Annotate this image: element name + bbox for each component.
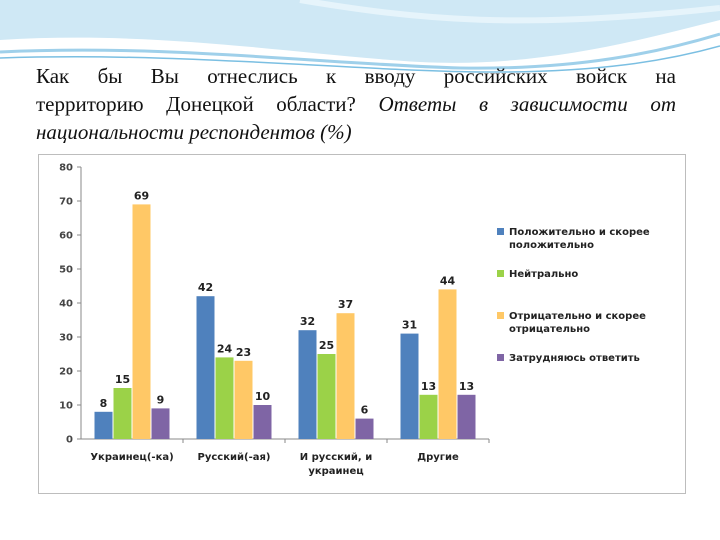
chart-frame: 0 10 20 30 40 50 60 70 80 8 15 69 9 42 24 23 10 32 25 37 6 3… xyxy=(38,154,686,494)
legend-swatch xyxy=(497,354,504,361)
y-tick-label: 70 xyxy=(59,197,73,208)
bar xyxy=(400,333,419,439)
legend-swatch xyxy=(497,228,504,235)
y-tick-label: 50 xyxy=(59,265,73,276)
bar xyxy=(457,394,476,439)
bar-value-label: 24 xyxy=(217,342,233,355)
title-line-3: национальности респондентов (%) xyxy=(36,118,676,146)
bar-value-label: 44 xyxy=(440,274,456,287)
legend-label: Затрудняюсь ответить xyxy=(509,353,640,364)
bar xyxy=(196,296,215,439)
y-tick-label: 30 xyxy=(59,333,73,344)
legend-label: отрицательно xyxy=(509,324,590,335)
bar-value-label: 31 xyxy=(402,319,417,332)
y-tick-label: 60 xyxy=(59,231,73,242)
y-tick-label: 80 xyxy=(59,163,73,174)
legend-label: положительно xyxy=(509,240,594,251)
bar-value-label: 25 xyxy=(319,339,334,352)
bar xyxy=(234,360,253,439)
bar xyxy=(253,405,272,439)
chart-data-labels: 8 15 69 9 42 24 23 10 32 25 37 6 31 13 44 13 xyxy=(100,189,474,416)
category-label: Украинец(-ка) xyxy=(90,452,173,463)
legend-label: Положительно и скорее xyxy=(509,227,650,238)
bar-value-label: 13 xyxy=(421,380,436,393)
bar-value-label: 8 xyxy=(100,397,108,410)
legend-swatch xyxy=(497,270,504,277)
bar xyxy=(132,204,151,439)
category-label: украинец xyxy=(308,466,363,477)
bar-value-label: 37 xyxy=(338,298,353,311)
bar xyxy=(215,357,234,439)
title-line-2: территорию Донецкой области? Ответы в за… xyxy=(36,90,676,118)
chart-legend: Положительно и скорее положительно Нейтрал… xyxy=(497,227,650,364)
bar-value-label: 23 xyxy=(236,346,251,359)
bar xyxy=(355,418,374,439)
bar-value-label: 6 xyxy=(361,404,369,417)
slide-title: Как бы Вы отнеслись к вводу российских в… xyxy=(36,62,676,146)
title-line-2-plain: территорию Донецкой области? xyxy=(36,92,379,116)
bar-value-label: 10 xyxy=(255,390,271,403)
bar-value-label: 9 xyxy=(157,393,165,406)
bar xyxy=(298,330,317,439)
bar-value-label: 69 xyxy=(134,189,149,202)
y-tick-label: 40 xyxy=(59,299,73,310)
title-line-2-italic: Ответы в зависимости от xyxy=(378,92,676,116)
bar xyxy=(438,289,457,439)
bar-value-label: 15 xyxy=(115,373,130,386)
bar-value-label: 13 xyxy=(459,380,474,393)
y-tick-label: 0 xyxy=(66,435,73,446)
y-tick-label: 10 xyxy=(59,401,73,412)
bar-value-label: 42 xyxy=(198,281,213,294)
bar xyxy=(336,313,355,439)
category-label: И русский, и xyxy=(300,452,372,463)
y-tick-label: 20 xyxy=(59,367,73,378)
bar xyxy=(317,354,336,439)
legend-label: Отрицательно и скорее xyxy=(509,311,646,322)
title-line-3-italic: национальности респондентов (%) xyxy=(36,120,352,144)
chart-category-labels: Украинец(-ка) Русский(-ая) И русский, и укр… xyxy=(90,452,459,477)
legend-swatch xyxy=(497,312,504,319)
bar-value-label: 32 xyxy=(300,315,315,328)
bar xyxy=(113,388,132,439)
title-line-1: Как бы Вы отнеслись к вводу российских в… xyxy=(36,64,676,88)
chart-bars xyxy=(94,204,476,439)
category-label: Русский(-ая) xyxy=(198,452,271,463)
legend-label: Нейтрально xyxy=(509,269,578,280)
header-decoration xyxy=(0,0,720,73)
bar xyxy=(151,408,170,439)
bar xyxy=(94,411,113,439)
category-label: Другие xyxy=(417,452,459,463)
bar xyxy=(419,394,438,439)
bar-chart: 0 10 20 30 40 50 60 70 80 8 15 69 9 42 24 23 10 32 25 37 6 3… xyxy=(59,163,650,478)
